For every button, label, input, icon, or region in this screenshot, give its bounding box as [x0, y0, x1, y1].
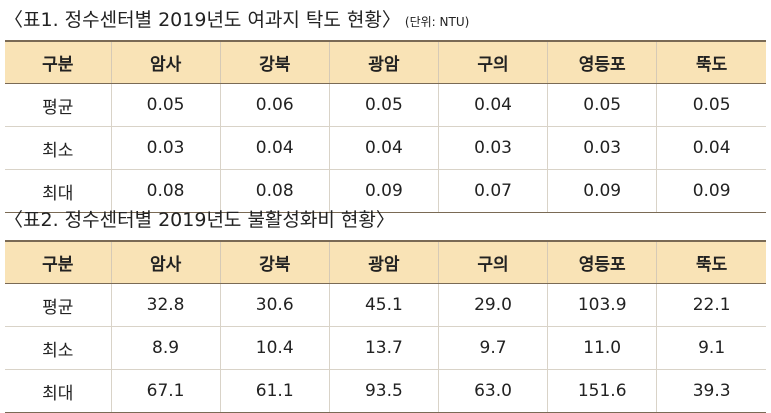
table-cell: 0.06 — [219, 83, 330, 127]
table-cell: 67.1 — [110, 369, 221, 413]
table-cell: 11.0 — [547, 326, 658, 370]
table-cell: 0.03 — [437, 126, 549, 170]
table1-header-cell: 영등포 — [547, 40, 658, 84]
table2-header-cell: 구분 — [5, 240, 112, 284]
table1-title: 〈표1. 정수센터별 2019년도 여과지 탁도 현황〉 — [4, 9, 401, 31]
table1-header-row: 구분 암사 강북 광암 구의 영등포 뚝도 — [5, 40, 766, 84]
table-row: 평균 0.05 0.06 0.05 0.04 0.05 0.05 — [5, 83, 766, 127]
table-cell: 30.6 — [219, 283, 330, 327]
table-cell: 61.1 — [219, 369, 330, 413]
row-label: 평균 — [5, 83, 112, 127]
table-cell: 10.4 — [219, 326, 330, 370]
table-row: 최대 0.08 0.08 0.09 0.07 0.09 0.09 — [5, 169, 766, 213]
table-cell: 0.04 — [328, 126, 439, 170]
table-cell: 0.03 — [547, 126, 658, 170]
table2-caption: 〈표2. 정수센터별 2019년도 불활성화비 현황〉 — [4, 208, 395, 232]
table-cell: 0.09 — [547, 169, 658, 213]
table-cell: 13.7 — [328, 326, 439, 370]
table1-header-cell: 광암 — [328, 40, 439, 84]
row-label: 최대 — [5, 169, 112, 213]
table-cell: 32.8 — [110, 283, 221, 327]
table-row: 최소 0.03 0.04 0.04 0.03 0.03 0.04 — [5, 126, 766, 170]
table-cell: 93.5 — [328, 369, 439, 413]
table2-title: 〈표2. 정수센터별 2019년도 불활성화비 현황〉 — [4, 209, 395, 231]
table2-header-cell: 구의 — [437, 240, 549, 284]
table2-header-row: 구분 암사 강북 광암 구의 영등포 뚝도 — [5, 240, 766, 284]
table-cell: 9.1 — [656, 326, 766, 370]
table-cell: 0.07 — [437, 169, 549, 213]
table-cell: 0.08 — [110, 169, 221, 213]
row-label: 최소 — [5, 126, 112, 170]
table1-header-cell: 구분 — [5, 40, 112, 84]
table-cell: 22.1 — [656, 283, 766, 327]
table-cell: 0.05 — [110, 83, 221, 127]
table-cell: 9.7 — [437, 326, 549, 370]
table-cell: 45.1 — [328, 283, 439, 327]
table-cell: 103.9 — [547, 283, 658, 327]
table-cell: 0.03 — [110, 126, 221, 170]
table1-header-cell: 강북 — [219, 40, 330, 84]
table-row: 최대 67.1 61.1 93.5 63.0 151.6 39.3 — [5, 369, 766, 413]
table1-header-cell: 암사 — [110, 40, 221, 84]
table-cell: 63.0 — [437, 369, 549, 413]
table2-header-cell: 영등포 — [547, 240, 658, 284]
table2-header-cell: 광암 — [328, 240, 439, 284]
table-cell: 0.05 — [656, 83, 766, 127]
turbidity-table: 구분 암사 강북 광암 구의 영등포 뚝도 평균 0.05 0.06 0.05 … — [5, 40, 766, 213]
table2-header-cell: 강북 — [219, 240, 330, 284]
table1-header-cell: 구의 — [437, 40, 549, 84]
table2-header-cell: 뚝도 — [656, 240, 766, 284]
row-label: 최소 — [5, 326, 112, 370]
table-row: 최소 8.9 10.4 13.7 9.7 11.0 9.1 — [5, 326, 766, 370]
table-row: 평균 32.8 30.6 45.1 29.0 103.9 22.1 — [5, 283, 766, 327]
table-cell: 39.3 — [656, 369, 766, 413]
table-cell: 0.05 — [547, 83, 658, 127]
table-cell: 0.04 — [656, 126, 766, 170]
table-cell: 0.08 — [219, 169, 330, 213]
table-cell: 0.05 — [328, 83, 439, 127]
table-cell: 8.9 — [110, 326, 221, 370]
row-label: 평균 — [5, 283, 112, 327]
table-cell: 0.09 — [656, 169, 766, 213]
table1-header-cell: 뚝도 — [656, 40, 766, 84]
table-cell: 0.04 — [437, 83, 549, 127]
table-cell: 29.0 — [437, 283, 549, 327]
table1-unit: (단위: NTU) — [404, 15, 470, 29]
row-label: 최대 — [5, 369, 112, 413]
table2-header-cell: 암사 — [110, 240, 221, 284]
table-cell: 0.09 — [328, 169, 439, 213]
table1-caption: 〈표1. 정수센터별 2019년도 여과지 탁도 현황〉 (단위: NTU) — [4, 8, 469, 34]
table-cell: 151.6 — [547, 369, 658, 413]
inactivation-ratio-table: 구분 암사 강북 광암 구의 영등포 뚝도 평균 32.8 30.6 45.1 … — [5, 240, 766, 413]
table-cell: 0.04 — [219, 126, 330, 170]
